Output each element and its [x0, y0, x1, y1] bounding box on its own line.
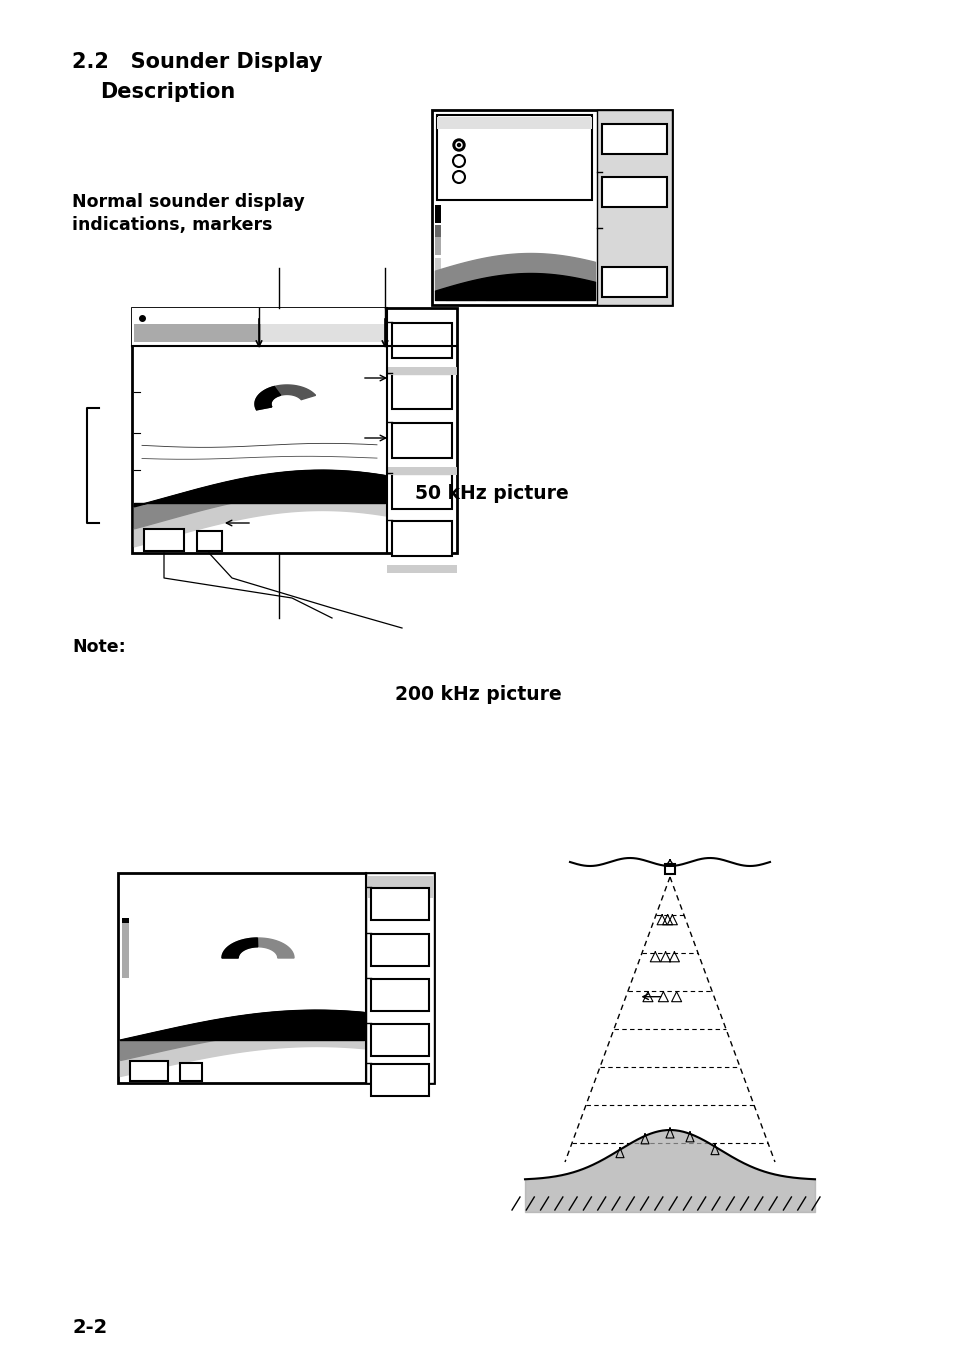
Bar: [144, 530, 184, 551]
Bar: [196, 531, 222, 551]
Bar: [486, 284, 506, 300]
Bar: [122, 923, 129, 978]
Circle shape: [453, 139, 464, 151]
Text: 2-2: 2-2: [71, 1319, 107, 1337]
Bar: [371, 888, 429, 920]
Text: 200 kHz picture: 200 kHz picture: [395, 685, 561, 704]
Polygon shape: [222, 938, 294, 958]
Polygon shape: [254, 385, 315, 409]
Bar: [392, 374, 452, 409]
Bar: [436, 118, 592, 128]
Bar: [597, 109, 671, 305]
Bar: [392, 474, 452, 509]
Bar: [601, 124, 666, 154]
Bar: [387, 367, 456, 376]
Bar: [132, 308, 456, 553]
Circle shape: [456, 142, 461, 149]
Circle shape: [457, 143, 460, 146]
Bar: [601, 177, 666, 207]
Bar: [132, 308, 387, 346]
Bar: [371, 979, 429, 1011]
Bar: [435, 236, 440, 255]
Text: 50 kHz picture: 50 kHz picture: [415, 484, 568, 503]
Bar: [447, 282, 475, 300]
Polygon shape: [254, 386, 280, 409]
Bar: [601, 267, 666, 297]
Bar: [122, 917, 129, 946]
Bar: [435, 226, 440, 240]
Bar: [387, 467, 456, 476]
Bar: [435, 258, 440, 273]
Polygon shape: [222, 938, 257, 958]
Bar: [133, 324, 261, 342]
Text: Normal sounder display: Normal sounder display: [71, 193, 304, 211]
Bar: [392, 323, 452, 358]
Bar: [180, 1063, 202, 1081]
Bar: [664, 865, 675, 874]
Text: Note:: Note:: [71, 638, 126, 657]
Bar: [371, 934, 429, 966]
Bar: [366, 873, 434, 1084]
Bar: [435, 205, 440, 223]
Bar: [392, 521, 452, 557]
Bar: [387, 565, 456, 573]
Text: 2.2   Sounder Display: 2.2 Sounder Display: [71, 51, 322, 72]
Bar: [130, 1061, 168, 1081]
Bar: [133, 324, 387, 342]
Text: indications, markers: indications, markers: [71, 216, 273, 234]
Bar: [392, 423, 452, 458]
Bar: [436, 115, 592, 200]
Bar: [432, 109, 671, 305]
Bar: [366, 875, 434, 898]
Text: Description: Description: [100, 82, 235, 101]
Bar: [371, 1024, 429, 1056]
Bar: [371, 1065, 429, 1096]
Bar: [118, 873, 434, 1084]
